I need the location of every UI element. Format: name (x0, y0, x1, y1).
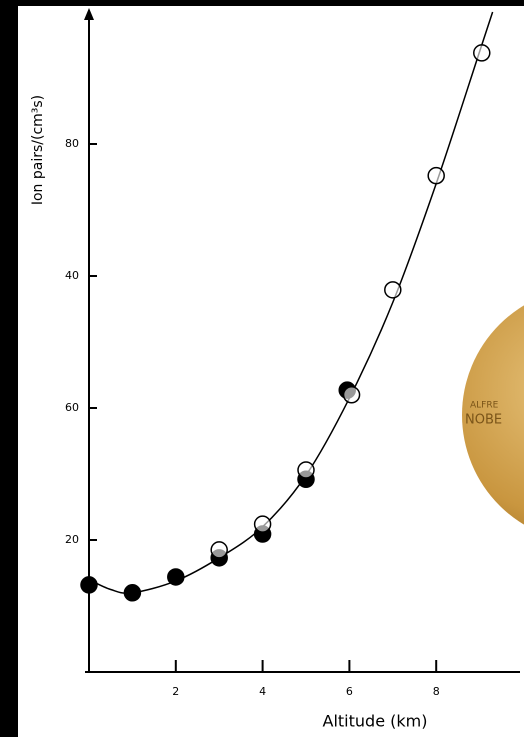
x-tick-label: 2 (172, 685, 179, 698)
data-point (253, 515, 272, 533)
data-point (473, 44, 491, 62)
medal: ALFRE NOBE (462, 305, 524, 525)
data-point (297, 461, 315, 479)
medal-disc (462, 305, 524, 525)
y-tick-label: 60 (65, 401, 79, 414)
y-tick-label: 80 (65, 137, 79, 150)
y-tick-label: 40 (65, 269, 79, 282)
plot-background (18, 6, 524, 737)
medal-text: NOBE (465, 413, 502, 428)
medal-text: ALFRE (470, 401, 499, 411)
data-point (80, 576, 98, 594)
x-tick-label: 6 (346, 685, 353, 698)
y-axis-label: Ion pairs/(cm³s) (30, 95, 46, 205)
data-point (342, 386, 361, 404)
data-point (427, 166, 445, 185)
y-axis-arrow (84, 8, 94, 20)
data-point (123, 584, 142, 602)
data-point (167, 568, 185, 586)
y-tick-label: 20 (65, 533, 79, 546)
x-axis-label: Altitude (km) (323, 712, 428, 731)
data-point (384, 281, 402, 299)
data-point (210, 541, 228, 559)
x-tick-label: 8 (433, 685, 440, 698)
x-tick-label: 4 (259, 685, 266, 698)
